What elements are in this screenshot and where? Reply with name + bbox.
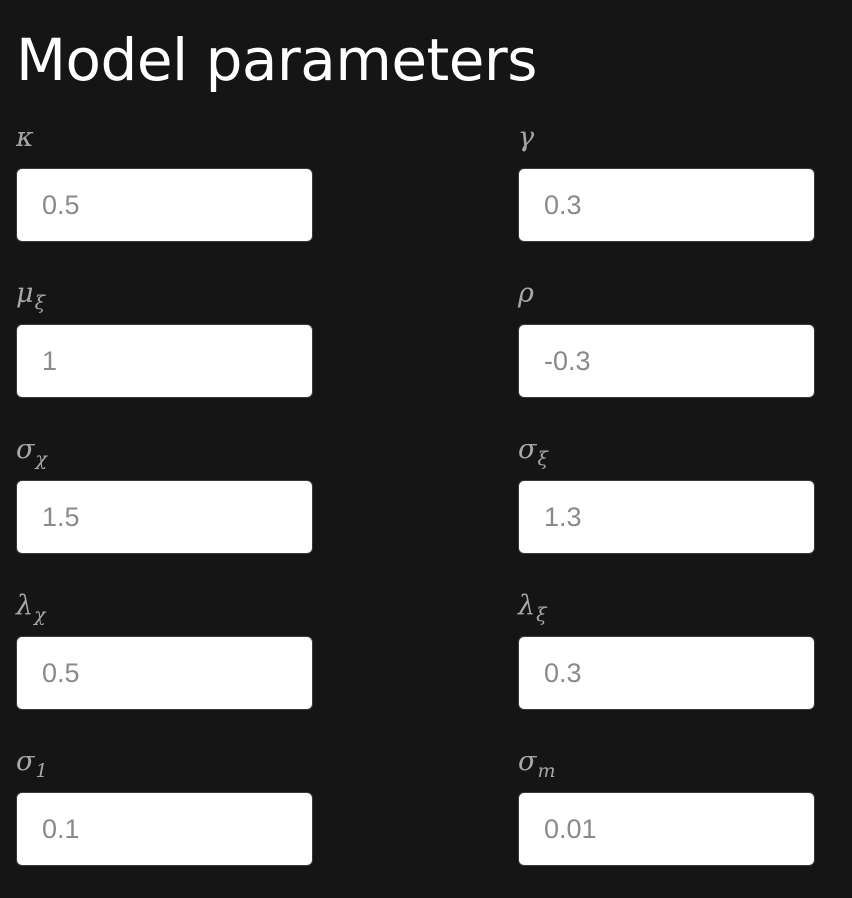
param-sigma-m: σm xyxy=(518,742,815,898)
param-sigma-chi: σχ xyxy=(16,430,313,586)
param-mu-xi: μξ xyxy=(16,274,313,430)
rho-input[interactable] xyxy=(518,324,815,398)
sigma-chi-input[interactable] xyxy=(16,480,313,554)
gamma-input[interactable] xyxy=(518,168,815,242)
param-label-sigma-m: σm xyxy=(518,746,556,782)
sigma-1-input[interactable] xyxy=(16,792,313,866)
page-title: Model parameters xyxy=(16,26,538,94)
param-label-lambda-chi: λχ xyxy=(16,590,46,626)
lambda-xi-input[interactable] xyxy=(518,636,815,710)
sigma-m-input[interactable] xyxy=(518,792,815,866)
lambda-chi-input[interactable] xyxy=(16,636,313,710)
param-label-gamma: γ xyxy=(518,122,535,153)
sigma-xi-input[interactable] xyxy=(518,480,815,554)
param-rho: ρ xyxy=(518,274,815,430)
param-kappa: κ xyxy=(16,118,313,274)
param-label-sigma-chi: σχ xyxy=(16,434,47,470)
mu-xi-input[interactable] xyxy=(16,324,313,398)
param-sigma-1: σ1 xyxy=(16,742,313,898)
param-gamma: γ xyxy=(518,118,815,274)
kappa-input[interactable] xyxy=(16,168,313,242)
param-label-rho: ρ xyxy=(518,278,534,309)
param-sigma-xi: σξ xyxy=(518,430,815,586)
param-label-sigma-xi: σξ xyxy=(518,434,548,470)
parameters-grid: κ γ μξ ρ σχ σξ λχ λξ σ1 σm xyxy=(16,118,816,898)
param-label-mu-xi: μξ xyxy=(16,278,46,314)
param-lambda-xi: λξ xyxy=(518,586,815,742)
param-label-sigma-1: σ1 xyxy=(16,746,48,782)
param-label-lambda-xi: λξ xyxy=(518,590,547,626)
param-label-kappa: κ xyxy=(16,122,34,153)
param-lambda-chi: λχ xyxy=(16,586,313,742)
